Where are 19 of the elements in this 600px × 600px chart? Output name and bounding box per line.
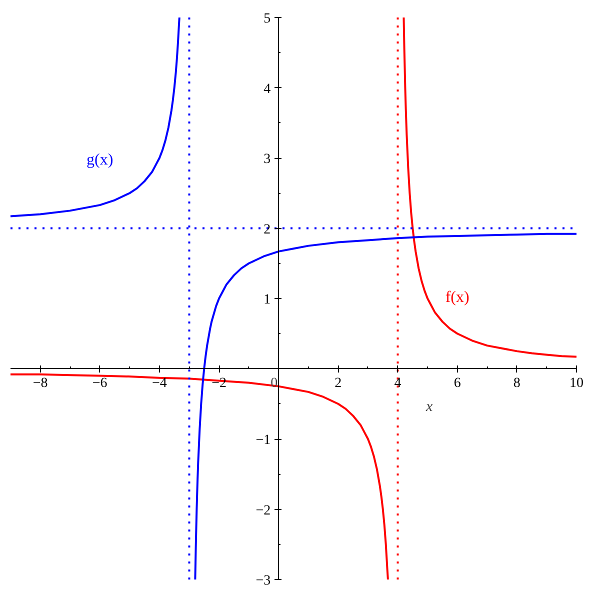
y-tick-label: 5 bbox=[264, 12, 271, 26]
series-label: g(x) bbox=[86, 152, 114, 169]
y-tick-label: 2 bbox=[264, 222, 271, 238]
x-tick-label: −4 bbox=[152, 376, 167, 391]
x-tick-label: 4 bbox=[394, 376, 402, 391]
y-tick-label: −1 bbox=[256, 433, 271, 448]
x-tick-label: −8 bbox=[32, 376, 48, 391]
x-tick-label: 2 bbox=[334, 376, 342, 391]
series-label: f(x) bbox=[445, 289, 470, 306]
y-tick-label: −3 bbox=[256, 574, 271, 588]
x-axis-title: x bbox=[425, 398, 434, 415]
x-tick-label: 6 bbox=[454, 376, 461, 391]
y-tick-label: 4 bbox=[264, 82, 271, 97]
x-tick-label: 10 bbox=[570, 376, 584, 391]
x-tick-label: −6 bbox=[92, 376, 108, 391]
y-tick-label: 1 bbox=[264, 292, 271, 308]
y-tick-label: −2 bbox=[256, 503, 271, 518]
y-tick-label: 3 bbox=[264, 152, 271, 167]
x-tick-label: 8 bbox=[513, 376, 520, 391]
